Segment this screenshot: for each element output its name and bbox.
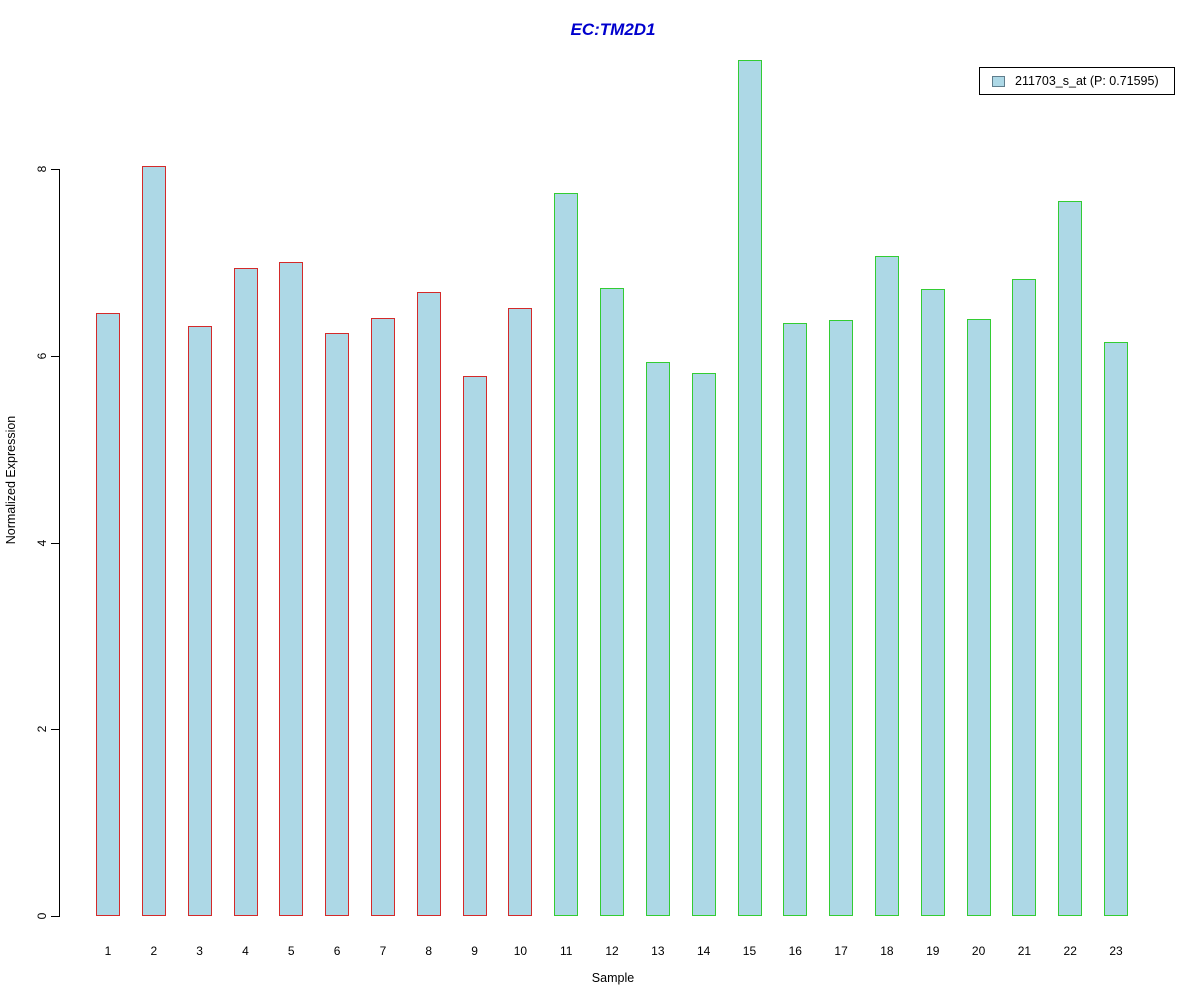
x-tick-label: 15 bbox=[742, 944, 757, 958]
x-tick-label: 18 bbox=[880, 944, 894, 958]
y-tick-label: 6 bbox=[35, 352, 49, 360]
bar-sample-16 bbox=[783, 323, 808, 916]
x-tick-label: 12 bbox=[605, 944, 619, 958]
bar-sample-20 bbox=[966, 319, 991, 916]
bar-sample-5 bbox=[279, 262, 304, 916]
bar-sample-11 bbox=[554, 193, 579, 916]
x-tick-label: 10 bbox=[513, 944, 528, 958]
y-tick-mark bbox=[51, 916, 59, 917]
y-tick-mark bbox=[51, 169, 59, 170]
x-tick-label: 22 bbox=[1063, 944, 1077, 958]
bar-sample-15 bbox=[737, 59, 762, 916]
x-tick-label: 1 bbox=[104, 944, 112, 958]
y-tick-mark bbox=[51, 542, 59, 544]
x-tick-label: 23 bbox=[1109, 944, 1123, 958]
x-tick-label: 8 bbox=[425, 944, 433, 958]
y-axis-title: Normalized Expression bbox=[4, 415, 18, 545]
bar-sample-21 bbox=[1012, 279, 1037, 916]
x-tick-label: 14 bbox=[696, 944, 711, 958]
bar-sample-12 bbox=[600, 287, 624, 916]
y-tick-label: 4 bbox=[35, 539, 49, 546]
x-tick-label: 9 bbox=[471, 944, 478, 958]
bar-sample-4 bbox=[233, 268, 258, 916]
x-tick-label: 5 bbox=[287, 944, 295, 958]
x-tick-label: 13 bbox=[651, 944, 665, 958]
bar-sample-6 bbox=[325, 333, 350, 916]
y-tick-mark bbox=[51, 355, 59, 357]
y-tick-label: 8 bbox=[35, 165, 49, 173]
y-tick-label: 0 bbox=[35, 912, 49, 920]
bar-sample-7 bbox=[370, 317, 395, 916]
chart-title: EC:TM2D1 bbox=[570, 20, 656, 39]
x-tick-label: 7 bbox=[379, 944, 387, 958]
x-tick-label: 19 bbox=[926, 944, 940, 958]
bar-sample-22 bbox=[1058, 200, 1083, 916]
legend-box: 211703_s_at (P: 0.71595) bbox=[979, 67, 1175, 95]
bar-sample-9 bbox=[462, 376, 487, 916]
bar-sample-1 bbox=[96, 312, 120, 916]
bar-sample-19 bbox=[920, 288, 945, 916]
bar-sample-2 bbox=[141, 166, 166, 916]
y-tick-label: 2 bbox=[35, 725, 49, 733]
bar-sample-23 bbox=[1104, 341, 1128, 916]
x-tick-label: 16 bbox=[788, 944, 802, 958]
x-tick-label: 17 bbox=[834, 944, 848, 958]
bar-sample-18 bbox=[874, 255, 899, 916]
bar-sample-10 bbox=[508, 308, 533, 916]
bar-sample-8 bbox=[416, 292, 441, 916]
x-tick-label: 6 bbox=[333, 944, 341, 958]
legend-swatch-icon bbox=[992, 75, 1005, 87]
x-axis-title: Sample bbox=[591, 971, 635, 985]
bar-sample-13 bbox=[645, 362, 670, 916]
bar-sample-17 bbox=[829, 320, 854, 916]
x-tick-label: 3 bbox=[196, 944, 203, 958]
y-tick-mark bbox=[51, 729, 59, 731]
y-axis-line bbox=[59, 169, 60, 917]
x-tick-label: 20 bbox=[971, 944, 986, 958]
x-tick-label: 2 bbox=[150, 944, 158, 958]
x-tick-label: 4 bbox=[242, 944, 249, 958]
x-tick-label: 11 bbox=[559, 944, 573, 958]
bar-sample-3 bbox=[187, 325, 212, 916]
bar-sample-14 bbox=[691, 372, 716, 916]
x-tick-label: 21 bbox=[1017, 944, 1032, 958]
legend-label: 211703_s_at (P: 0.71595) bbox=[1015, 74, 1159, 88]
